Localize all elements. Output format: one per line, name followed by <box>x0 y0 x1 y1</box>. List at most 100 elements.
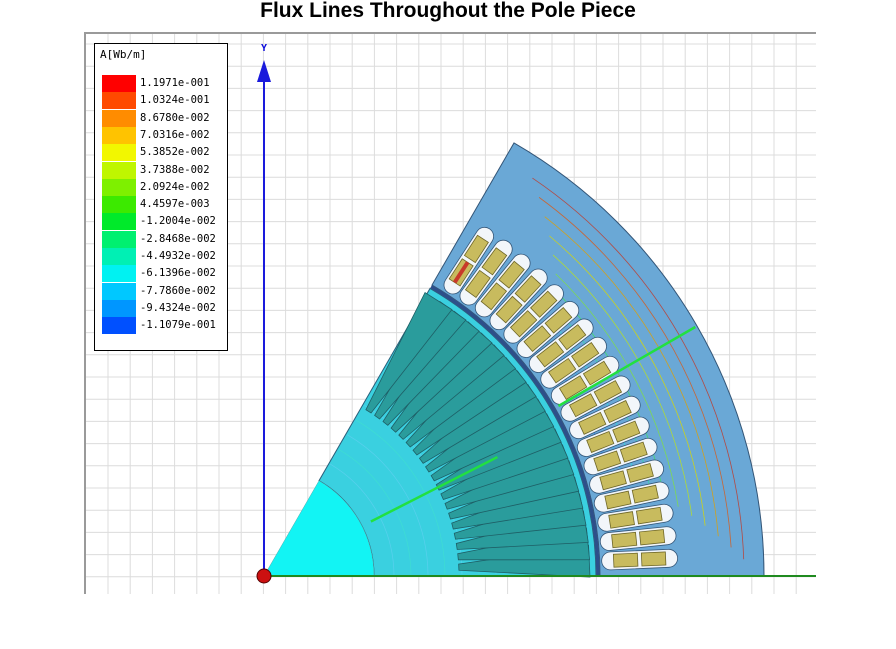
legend-value: -1.2004e-002 <box>140 215 216 228</box>
winding-coil <box>495 295 523 324</box>
legend-value: 2.0924e-002 <box>140 180 210 193</box>
legend-entry: -9.4324e-002 <box>102 299 224 317</box>
legend-swatch <box>102 265 136 283</box>
winding-coil <box>530 290 558 318</box>
color-legend: A[Wb/m] 1.1971e-001 1.0324e-001 8.6780e-00… <box>94 43 228 351</box>
legend-swatch <box>102 75 136 92</box>
winding-coil <box>523 325 552 352</box>
winding-coil <box>640 551 667 567</box>
legend-swatch <box>102 161 136 179</box>
winding-coil <box>582 360 612 386</box>
stator-flux-line <box>552 254 693 516</box>
stator-flux-line <box>555 273 679 507</box>
legend-value: -1.1079e-001 <box>140 319 216 332</box>
legend-swatch <box>102 196 136 214</box>
winding-coil <box>631 484 659 504</box>
winding-coil <box>608 511 635 529</box>
stator-slot <box>601 548 679 571</box>
legend-title: A[Wb/m] <box>100 48 147 61</box>
legend-value: 4.4597e-003 <box>140 198 210 211</box>
winding-coil <box>612 420 641 443</box>
winding-coil <box>544 306 573 334</box>
winding-coil <box>593 450 622 472</box>
winding-coil <box>547 357 577 384</box>
winding-coil <box>569 393 598 418</box>
legend-swatch <box>102 92 136 110</box>
air-gap <box>430 285 600 577</box>
rotor-bar <box>365 291 453 414</box>
winding-coil <box>571 342 600 368</box>
stator-flux-line <box>549 235 706 526</box>
legend-swatch <box>102 126 136 144</box>
legend-entry: -7.7860e-002 <box>102 282 224 300</box>
winding-coil <box>626 463 654 483</box>
shaft-region <box>263 480 375 577</box>
legend-value: -4.4932e-002 <box>140 250 216 262</box>
winding-coil <box>463 234 489 264</box>
legend-swatch <box>102 317 136 335</box>
winding-coil <box>498 260 525 289</box>
legend-entry: 2.0924e-002 <box>102 178 224 196</box>
stator-slot <box>593 481 670 513</box>
stator-slot <box>576 416 650 457</box>
legend-value: 1.1971e-001 <box>140 77 210 89</box>
legend-swatch <box>102 144 136 162</box>
winding-coil <box>599 470 627 491</box>
stator-slot <box>489 268 548 331</box>
legend-entry: -2.8468e-002 <box>102 230 224 248</box>
stator-slot <box>528 318 594 373</box>
rotor-flux-line <box>338 449 412 575</box>
legend-entry: 3.7388e-002 <box>102 161 224 179</box>
legend-swatch <box>102 230 136 248</box>
motor-geometry <box>256 60 816 584</box>
legend-entry: -4.4932e-002 <box>102 248 224 265</box>
flux-boundary-line <box>557 325 696 408</box>
stator-slot <box>560 375 631 422</box>
stator-slot <box>459 239 513 306</box>
stator-region <box>431 142 765 577</box>
winding-coil <box>604 490 632 510</box>
legend-value: -7.7860e-002 <box>140 284 216 297</box>
model-viewport[interactable] <box>84 32 816 594</box>
winding-coil <box>558 375 588 400</box>
legend-entry: -1.1079e-001 <box>102 317 224 335</box>
stator-slot <box>599 526 677 551</box>
winding-coil <box>635 506 663 525</box>
legend-swatch <box>102 109 136 127</box>
legend-swatch <box>102 178 136 196</box>
winding-coil <box>536 341 565 368</box>
winding-coil <box>578 411 607 435</box>
origin-marker <box>256 568 272 584</box>
hot-coil-mark <box>452 261 470 284</box>
y-axis-label: Y <box>261 43 268 54</box>
winding-coil <box>464 269 491 298</box>
legend-value: 7.0316e-002 <box>140 128 210 141</box>
winding-coil <box>639 529 666 546</box>
legend-swatch <box>102 213 136 231</box>
legend-value: 1.0324e-001 <box>140 94 210 107</box>
winding-coil <box>586 430 615 453</box>
winding-coil <box>593 380 623 404</box>
legend-entry: 4.4597e-003 <box>102 196 224 214</box>
legend-value: -2.8468e-002 <box>140 232 216 245</box>
highlight-coil <box>452 261 470 284</box>
legend-value: 5.3852e-002 <box>140 146 210 159</box>
stator-slot <box>474 253 531 318</box>
winding-coil <box>480 282 508 311</box>
stator-slot <box>516 301 580 358</box>
stator-slot <box>589 459 665 494</box>
winding-coil <box>481 247 508 276</box>
winding-coil <box>509 310 538 338</box>
field-plot[interactable] <box>86 34 816 594</box>
legend-swatch <box>102 299 136 317</box>
stator-flux-line <box>538 197 732 548</box>
legend-entry: 8.6780e-002 <box>102 109 224 127</box>
legend-swatch <box>102 282 136 300</box>
stator-flux-line <box>544 216 719 537</box>
winding-coil <box>612 552 639 568</box>
stator-slot <box>597 503 674 532</box>
legend-value: 3.7388e-002 <box>140 163 210 176</box>
legend-value: 8.6780e-002 <box>140 111 210 124</box>
winding-coil <box>603 400 632 424</box>
legend-entry: -1.2004e-002 <box>102 213 224 231</box>
